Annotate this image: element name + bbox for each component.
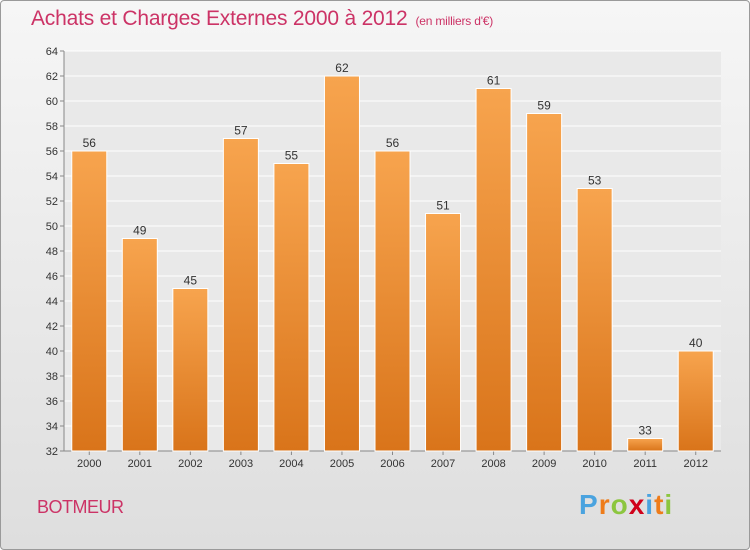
value-label-2006: 56 — [386, 136, 400, 150]
y-tick-label: 58 — [46, 121, 58, 133]
x-tick-label-2002: 2002 — [178, 458, 202, 470]
bar-2012 — [677, 350, 714, 452]
logo-letter: x — [628, 489, 646, 520]
bar-2006 — [374, 150, 411, 452]
value-label-2000: 56 — [83, 136, 97, 150]
logo-letter: t — [654, 489, 665, 520]
bar-2010 — [576, 188, 613, 452]
y-tick-label: 38 — [46, 371, 58, 383]
value-label-2004: 55 — [285, 149, 299, 163]
value-label-2012: 40 — [689, 336, 703, 350]
x-tick-label-2000: 2000 — [77, 458, 101, 470]
x-tick-label-2003: 2003 — [229, 458, 253, 470]
x-tick-label-2009: 2009 — [532, 458, 556, 470]
bar-2008 — [475, 88, 512, 452]
bar-2003 — [222, 138, 259, 452]
bar-2007 — [425, 213, 462, 452]
value-label-2011: 33 — [639, 424, 653, 438]
y-tick-label: 40 — [46, 346, 58, 358]
y-tick-label: 54 — [46, 171, 58, 183]
value-label-2005: 62 — [335, 61, 349, 75]
logo-letter: P — [579, 489, 599, 520]
x-tick-label-2012: 2012 — [683, 458, 707, 470]
x-tick-label-2010: 2010 — [582, 458, 606, 470]
y-tick-label: 36 — [46, 396, 58, 408]
value-label-2010: 53 — [588, 174, 602, 188]
y-tick-label: 34 — [46, 421, 58, 433]
chart-unit: (en milliers d'€) — [415, 14, 494, 28]
chart-title: Achats et Charges Externes 2000 à 2012 (e… — [31, 7, 493, 31]
proxiti-logo: Proxiti — [579, 489, 673, 521]
x-tick-label-2007: 2007 — [431, 458, 455, 470]
bars — [71, 75, 714, 452]
y-tick-label: 60 — [46, 96, 58, 108]
value-label-2002: 45 — [184, 274, 198, 288]
y-tick-label: 44 — [46, 296, 58, 308]
x-tick-label-2006: 2006 — [380, 458, 404, 470]
y-tick-label: 64 — [46, 46, 58, 58]
y-tick-label: 52 — [46, 196, 58, 208]
y-tick-label: 46 — [46, 271, 58, 283]
commune-name: BOTMEUR — [37, 497, 124, 517]
y-tick-label: 48 — [46, 246, 58, 258]
value-label-2008: 61 — [487, 74, 501, 88]
bar-2011 — [627, 438, 664, 452]
x-tick-label-2004: 2004 — [279, 458, 303, 470]
labels: 56 2000 49 2001 45 2002 57 2003 55 2004 62 2005 56 20… — [77, 61, 708, 470]
logo-letter: r — [598, 489, 611, 520]
bar-2005 — [323, 75, 360, 452]
y-tick-label: 42 — [46, 321, 58, 333]
logo-letter: i — [645, 489, 655, 520]
x-tick-label-2008: 2008 — [481, 458, 505, 470]
y-tick-label: 62 — [46, 71, 58, 83]
x-tick-label-2005: 2005 — [330, 458, 354, 470]
y-tick-label: 56 — [46, 146, 58, 158]
bar-2000 — [71, 150, 108, 452]
chart-title-text: Achats et Charges Externes 2000 à 2012 — [31, 7, 408, 30]
x-tick-label-2011: 2011 — [633, 458, 657, 470]
bar-2009 — [526, 113, 563, 452]
y-tick-label: 50 — [46, 221, 58, 233]
value-label-2003: 57 — [234, 124, 248, 138]
bar-2004 — [273, 163, 310, 452]
value-label-2007: 51 — [436, 199, 450, 213]
value-label-2001: 49 — [133, 224, 147, 238]
bar-2002 — [172, 288, 209, 452]
y-tick-label: 32 — [46, 446, 58, 458]
logo-letter: i — [664, 489, 674, 520]
bar-2001 — [121, 238, 158, 452]
logo-letter: o — [610, 489, 629, 520]
value-label-2009: 59 — [537, 99, 551, 113]
x-tick-label-2001: 2001 — [128, 458, 152, 470]
